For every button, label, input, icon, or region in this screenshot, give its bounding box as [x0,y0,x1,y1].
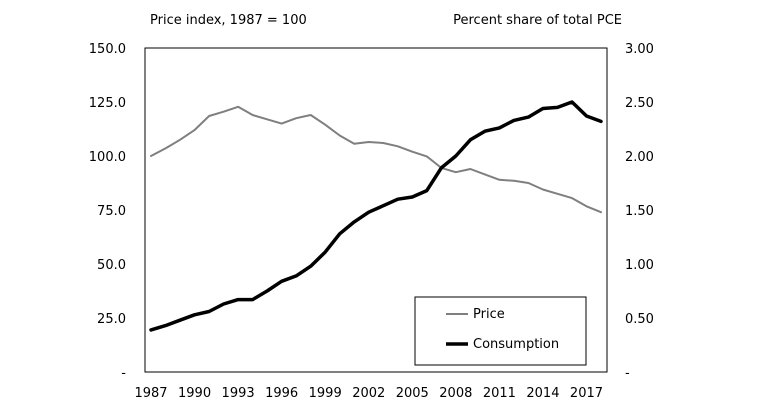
left-tick-label: 150.0 [89,42,126,57]
x-axis-ticks: 1987 1990 1993 1996 1999 2002 2005 2008 2011 2014… [134,386,603,401]
right-tick-label: 2.00 [625,150,654,165]
series-line-price [150,105,602,214]
right-tick-label: 2.50 [625,96,654,111]
left-axis-ticks: - 25.0 50.0 75.0 100.0 125.0 150.0 [89,42,127,381]
right-axis-ticks: - 0.50 1.00 1.50 2.00 2.50 3.00 [625,42,654,381]
right-axis-title: Percent share of total PCE [453,13,622,28]
left-axis-title: Price index, 1987 = 100 [150,13,307,28]
x-tick-label: 1987 [134,386,167,401]
left-tick-label: 50.0 [97,258,126,273]
legend: Price Consumption [414,296,587,366]
x-tick-label: 2017 [570,386,603,401]
x-tick-label: 1993 [222,386,255,401]
right-tick-label: - [625,366,630,381]
x-tick-label: 2005 [396,386,429,401]
left-tick-label: 100.0 [89,150,126,165]
x-tick-label: 1990 [178,386,211,401]
right-tick-label: 1.00 [625,258,654,273]
series-layer [149,100,603,332]
x-tick-label: 2008 [439,386,472,401]
left-tick-label: 125.0 [89,96,126,111]
series-line-consumption [149,100,603,332]
left-tick-label: 75.0 [97,204,126,219]
x-tick-label: 2014 [526,386,559,401]
right-tick-label: 3.00 [625,42,654,57]
right-tick-label: 0.50 [625,312,654,327]
legend-box [414,296,587,366]
x-tick-label: 1999 [309,386,342,401]
x-tick-label: 1996 [265,386,298,401]
right-tick-label: 1.50 [625,204,654,219]
left-tick-label: 25.0 [97,312,126,327]
x-tick-label: 2011 [483,386,516,401]
left-tick-label: - [121,366,126,381]
legend-label-consumption: Consumption [473,337,559,352]
plot-area-frame [144,47,608,373]
legend-label-price: Price [473,307,505,322]
x-tick-label: 2002 [352,386,385,401]
